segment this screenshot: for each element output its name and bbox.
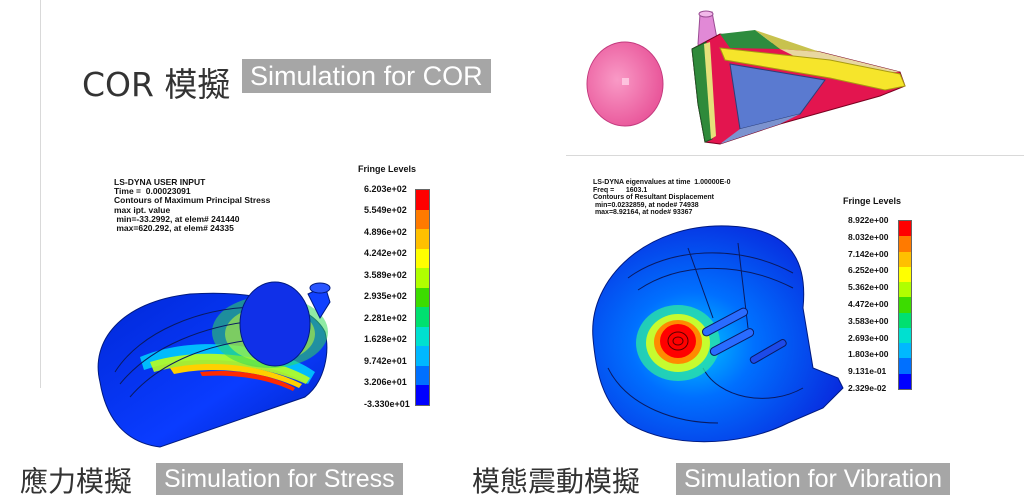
stress-ball bbox=[239, 281, 311, 367]
stress-color-segment bbox=[416, 307, 429, 327]
stress-color-segment bbox=[416, 229, 429, 249]
vibration-color-segment bbox=[899, 221, 911, 237]
vibration-color-segment bbox=[899, 373, 911, 389]
stress-model-image bbox=[97, 281, 331, 448]
vibration-legend-label: 3.583e+00 bbox=[848, 315, 889, 326]
vibration-legend-label: 1.803e+00 bbox=[848, 349, 889, 360]
stress-color-bar bbox=[415, 189, 430, 406]
stress-header-line: LS-DYNA USER INPUT bbox=[114, 177, 206, 187]
stress-color-segment bbox=[416, 287, 429, 308]
stress-color-segment bbox=[416, 248, 429, 269]
vibration-color-segment bbox=[899, 282, 911, 298]
stress-color-segment bbox=[416, 346, 429, 366]
stress-color-segment bbox=[416, 385, 429, 405]
stress-legend-label: 1.628e+02 bbox=[364, 334, 407, 345]
stress-fringe-title: Fringe Levels bbox=[358, 164, 417, 174]
stress-header-line: Time = 0.00023091 bbox=[114, 186, 191, 197]
vibration-color-segment bbox=[899, 343, 911, 359]
vibration-color-bar bbox=[898, 220, 912, 390]
stress-color-segment bbox=[416, 268, 429, 288]
vibration-legend-label: 8.032e+00 bbox=[848, 231, 889, 242]
vibration-legend-label: 2.329e-02 bbox=[848, 382, 887, 393]
vibration-color-segment bbox=[899, 236, 911, 252]
vibration-color-segment bbox=[899, 251, 911, 267]
stress-legend-label: 2.281e+02 bbox=[364, 312, 407, 323]
vibration-model-image bbox=[592, 225, 844, 443]
vibration-legend-label: 6.252e+00 bbox=[848, 265, 889, 276]
vibration-color-segment bbox=[899, 266, 911, 283]
vibration-fringe-title: Fringe Levels bbox=[843, 196, 902, 206]
stress-legend-label: 4.242e+02 bbox=[364, 248, 407, 259]
vibration-header-line: Contours of Resultant Displacement bbox=[593, 194, 714, 202]
vibration-color-segment bbox=[899, 327, 911, 344]
stress-legend-label: 6.203e+02 bbox=[364, 183, 407, 194]
vibration-header-line: max=8.92164, at node# 93367 bbox=[593, 209, 693, 217]
stress-header-line: Contours of Maximum Principal Stress bbox=[114, 195, 271, 206]
vibration-header-line: LS-DYNA eigenvalues at time 1.00000E-0 bbox=[593, 179, 731, 186]
stress-header-line: min=-33.2992, at elem# 241440 bbox=[114, 213, 240, 224]
stress-color-segment bbox=[416, 326, 429, 347]
vibration-color-segment bbox=[899, 297, 911, 313]
vibration-color-segment bbox=[899, 358, 911, 374]
stress-legend-label: 3.589e+02 bbox=[364, 269, 407, 280]
stress-legend-label: -3.330e+01 bbox=[364, 398, 410, 409]
vibration-header-line: Freq = 1603.1 bbox=[593, 186, 648, 194]
stress-title-zh: 應力模擬 bbox=[20, 465, 133, 498]
stress-legend-label: 2.935e+02 bbox=[364, 291, 407, 302]
vibration-title-zh: 模態震動模擬 bbox=[472, 465, 641, 498]
vibration-legend-label: 4.472e+00 bbox=[848, 298, 889, 309]
stress-title-en: Simulation for Stress bbox=[156, 463, 403, 495]
vibration-legend-label: 8.922e+00 bbox=[848, 214, 889, 225]
vibration-legend-label: 2.693e+00 bbox=[848, 332, 889, 343]
vibration-header-line: min=0.0232859, at node# 74938 bbox=[593, 201, 699, 209]
stress-legend-label: 4.896e+02 bbox=[364, 226, 407, 237]
vibration-legend-label: 9.131e-01 bbox=[848, 366, 887, 377]
cor-model-image bbox=[586, 10, 906, 145]
vibration-legend-label: 7.142e+00 bbox=[848, 248, 889, 259]
cor-title-en: Simulation for COR bbox=[242, 59, 491, 93]
stress-color-segment bbox=[416, 190, 429, 210]
vibration-legend-label: 5.362e+00 bbox=[848, 282, 889, 293]
stress-legend-label: 5.549e+02 bbox=[364, 205, 407, 216]
stress-header-line: max ipt. value bbox=[114, 204, 171, 215]
left-divider-line bbox=[40, 0, 41, 388]
stress-header-line: max=620.292, at elem# 24335 bbox=[114, 223, 234, 233]
vibration-color-segment bbox=[899, 312, 911, 328]
stress-legend-label: 9.742e+01 bbox=[364, 355, 407, 366]
stress-color-segment bbox=[416, 209, 429, 230]
stress-legend-label: 3.206e+01 bbox=[364, 377, 407, 388]
right-divider-line bbox=[566, 155, 1024, 156]
stress-color-segment bbox=[416, 365, 429, 386]
vibration-title-en: Simulation for Vibration bbox=[676, 463, 951, 495]
cor-title-zh: COR 模擬 bbox=[82, 65, 231, 104]
